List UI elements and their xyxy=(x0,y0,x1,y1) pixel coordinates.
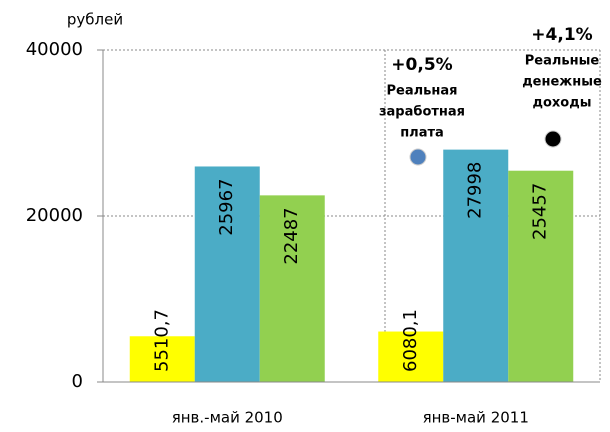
bar xyxy=(259,195,325,382)
y-tick-label: 20000 xyxy=(26,205,83,226)
y-tick-label: 0 xyxy=(72,371,83,392)
annotation-change: +0,5% xyxy=(391,55,452,75)
annotation-label: Реальные xyxy=(525,54,600,69)
bar xyxy=(378,331,444,382)
bar xyxy=(194,166,260,382)
x-tick-label: янв-май 2011 xyxy=(423,409,529,427)
value-label: 25967 xyxy=(216,178,237,235)
value-label: 5510,7 xyxy=(151,309,172,372)
annotation-label: заработная xyxy=(379,105,465,120)
annotation-marker xyxy=(409,148,427,166)
annotation-label: доходы xyxy=(532,96,591,111)
value-label: 25457 xyxy=(530,183,551,240)
bar xyxy=(443,149,509,382)
x-tick-label: янв.-май 2010 xyxy=(172,409,283,427)
annotation-change: +4,1% xyxy=(531,25,592,45)
y-tick-label: 40000 xyxy=(26,39,83,60)
value-label: 27998 xyxy=(465,162,486,219)
bar xyxy=(508,170,574,382)
annotation-label: плата xyxy=(400,126,444,141)
y-axis-label: рублей xyxy=(67,11,123,29)
value-label: 6080,1 xyxy=(400,309,421,372)
annotation-label: Реальная xyxy=(387,84,458,99)
value-label: 22487 xyxy=(281,207,302,264)
bar xyxy=(129,336,195,382)
annotation-marker xyxy=(544,130,562,148)
annotation-label: денежные xyxy=(522,75,602,90)
